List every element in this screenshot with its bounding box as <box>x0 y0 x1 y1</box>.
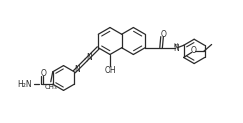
Text: OH: OH <box>104 66 116 75</box>
Text: O: O <box>160 30 166 39</box>
Text: N: N <box>173 44 179 53</box>
Text: H: H <box>174 43 178 48</box>
Text: CH₃: CH₃ <box>44 84 57 90</box>
Text: N: N <box>74 65 80 74</box>
Text: O: O <box>191 46 197 55</box>
Text: O: O <box>41 69 47 78</box>
Text: H₂N: H₂N <box>17 80 32 89</box>
Text: N: N <box>87 53 92 62</box>
